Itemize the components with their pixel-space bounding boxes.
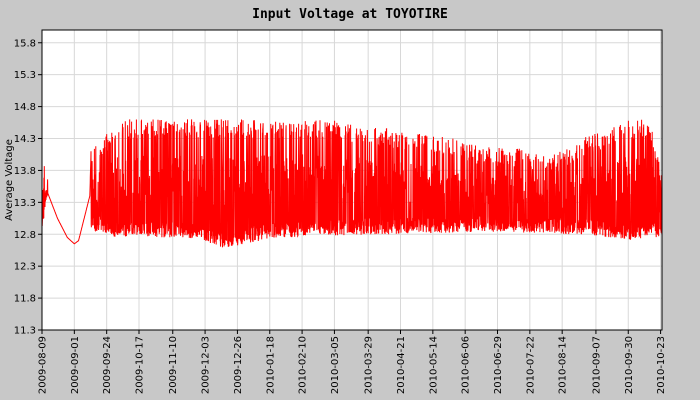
y-axis-label: Average Voltage: [4, 139, 15, 221]
x-tick-label: 2009-10-17: [135, 336, 146, 394]
y-tick-label: 13.3: [14, 198, 36, 209]
x-tick-label: 2010-03-29: [364, 336, 375, 394]
x-tick-label: 2010-09-30: [624, 336, 635, 394]
x-tick-label: 2010-01-18: [265, 336, 276, 394]
series-line-0: [41, 119, 663, 248]
x-tick-label: 2010-06-06: [461, 336, 472, 394]
axis-layer: 11.3 11.8 12.3 12.8 13.3 13.8 14.3 14.8 15.3 15.8…: [14, 29, 667, 394]
y-tick-label: 14.3: [14, 134, 36, 145]
x-tick-label: 2009-09-24: [102, 336, 113, 394]
y-tick-label: 12.3: [14, 262, 36, 273]
y-tick-label: 12.8: [14, 230, 36, 241]
y-tick-label: 13.8: [14, 166, 36, 177]
x-tick-label: 2010-08-14: [558, 336, 569, 394]
x-tick-label: 2010-07-22: [525, 336, 536, 394]
chart-title: Input Voltage at TOYOTIRE: [252, 7, 448, 22]
x-tick-label: 2010-04-21: [396, 336, 407, 394]
y-tick-label: 11.3: [14, 326, 36, 337]
x-tick-label: 2010-05-14: [428, 336, 439, 394]
plot-border: [41, 29, 663, 331]
x-tick-label: 2009-09-01: [70, 336, 81, 394]
y-tick-label: 11.8: [14, 294, 36, 305]
series-layer: [41, 119, 663, 248]
y-tick-label: 14.8: [14, 102, 36, 113]
x-tick-label: 2010-09-07: [591, 336, 602, 394]
y-tick-label: 15.8: [14, 38, 36, 49]
x-tick-label: 2009-11-10: [168, 336, 179, 394]
x-tick-label: 2009-12-26: [233, 336, 244, 394]
x-tick-label: 2009-08-09: [38, 336, 49, 394]
x-tick-label: 2009-12-03: [201, 336, 212, 394]
y-tick-label: 15.3: [14, 70, 36, 81]
x-tick-label: 2010-10-23: [656, 336, 667, 394]
x-tick-label: 2010-02-10: [298, 336, 309, 394]
x-tick-label: 2010-03-05: [330, 336, 341, 394]
x-tick-label: 2010-06-29: [493, 336, 504, 394]
